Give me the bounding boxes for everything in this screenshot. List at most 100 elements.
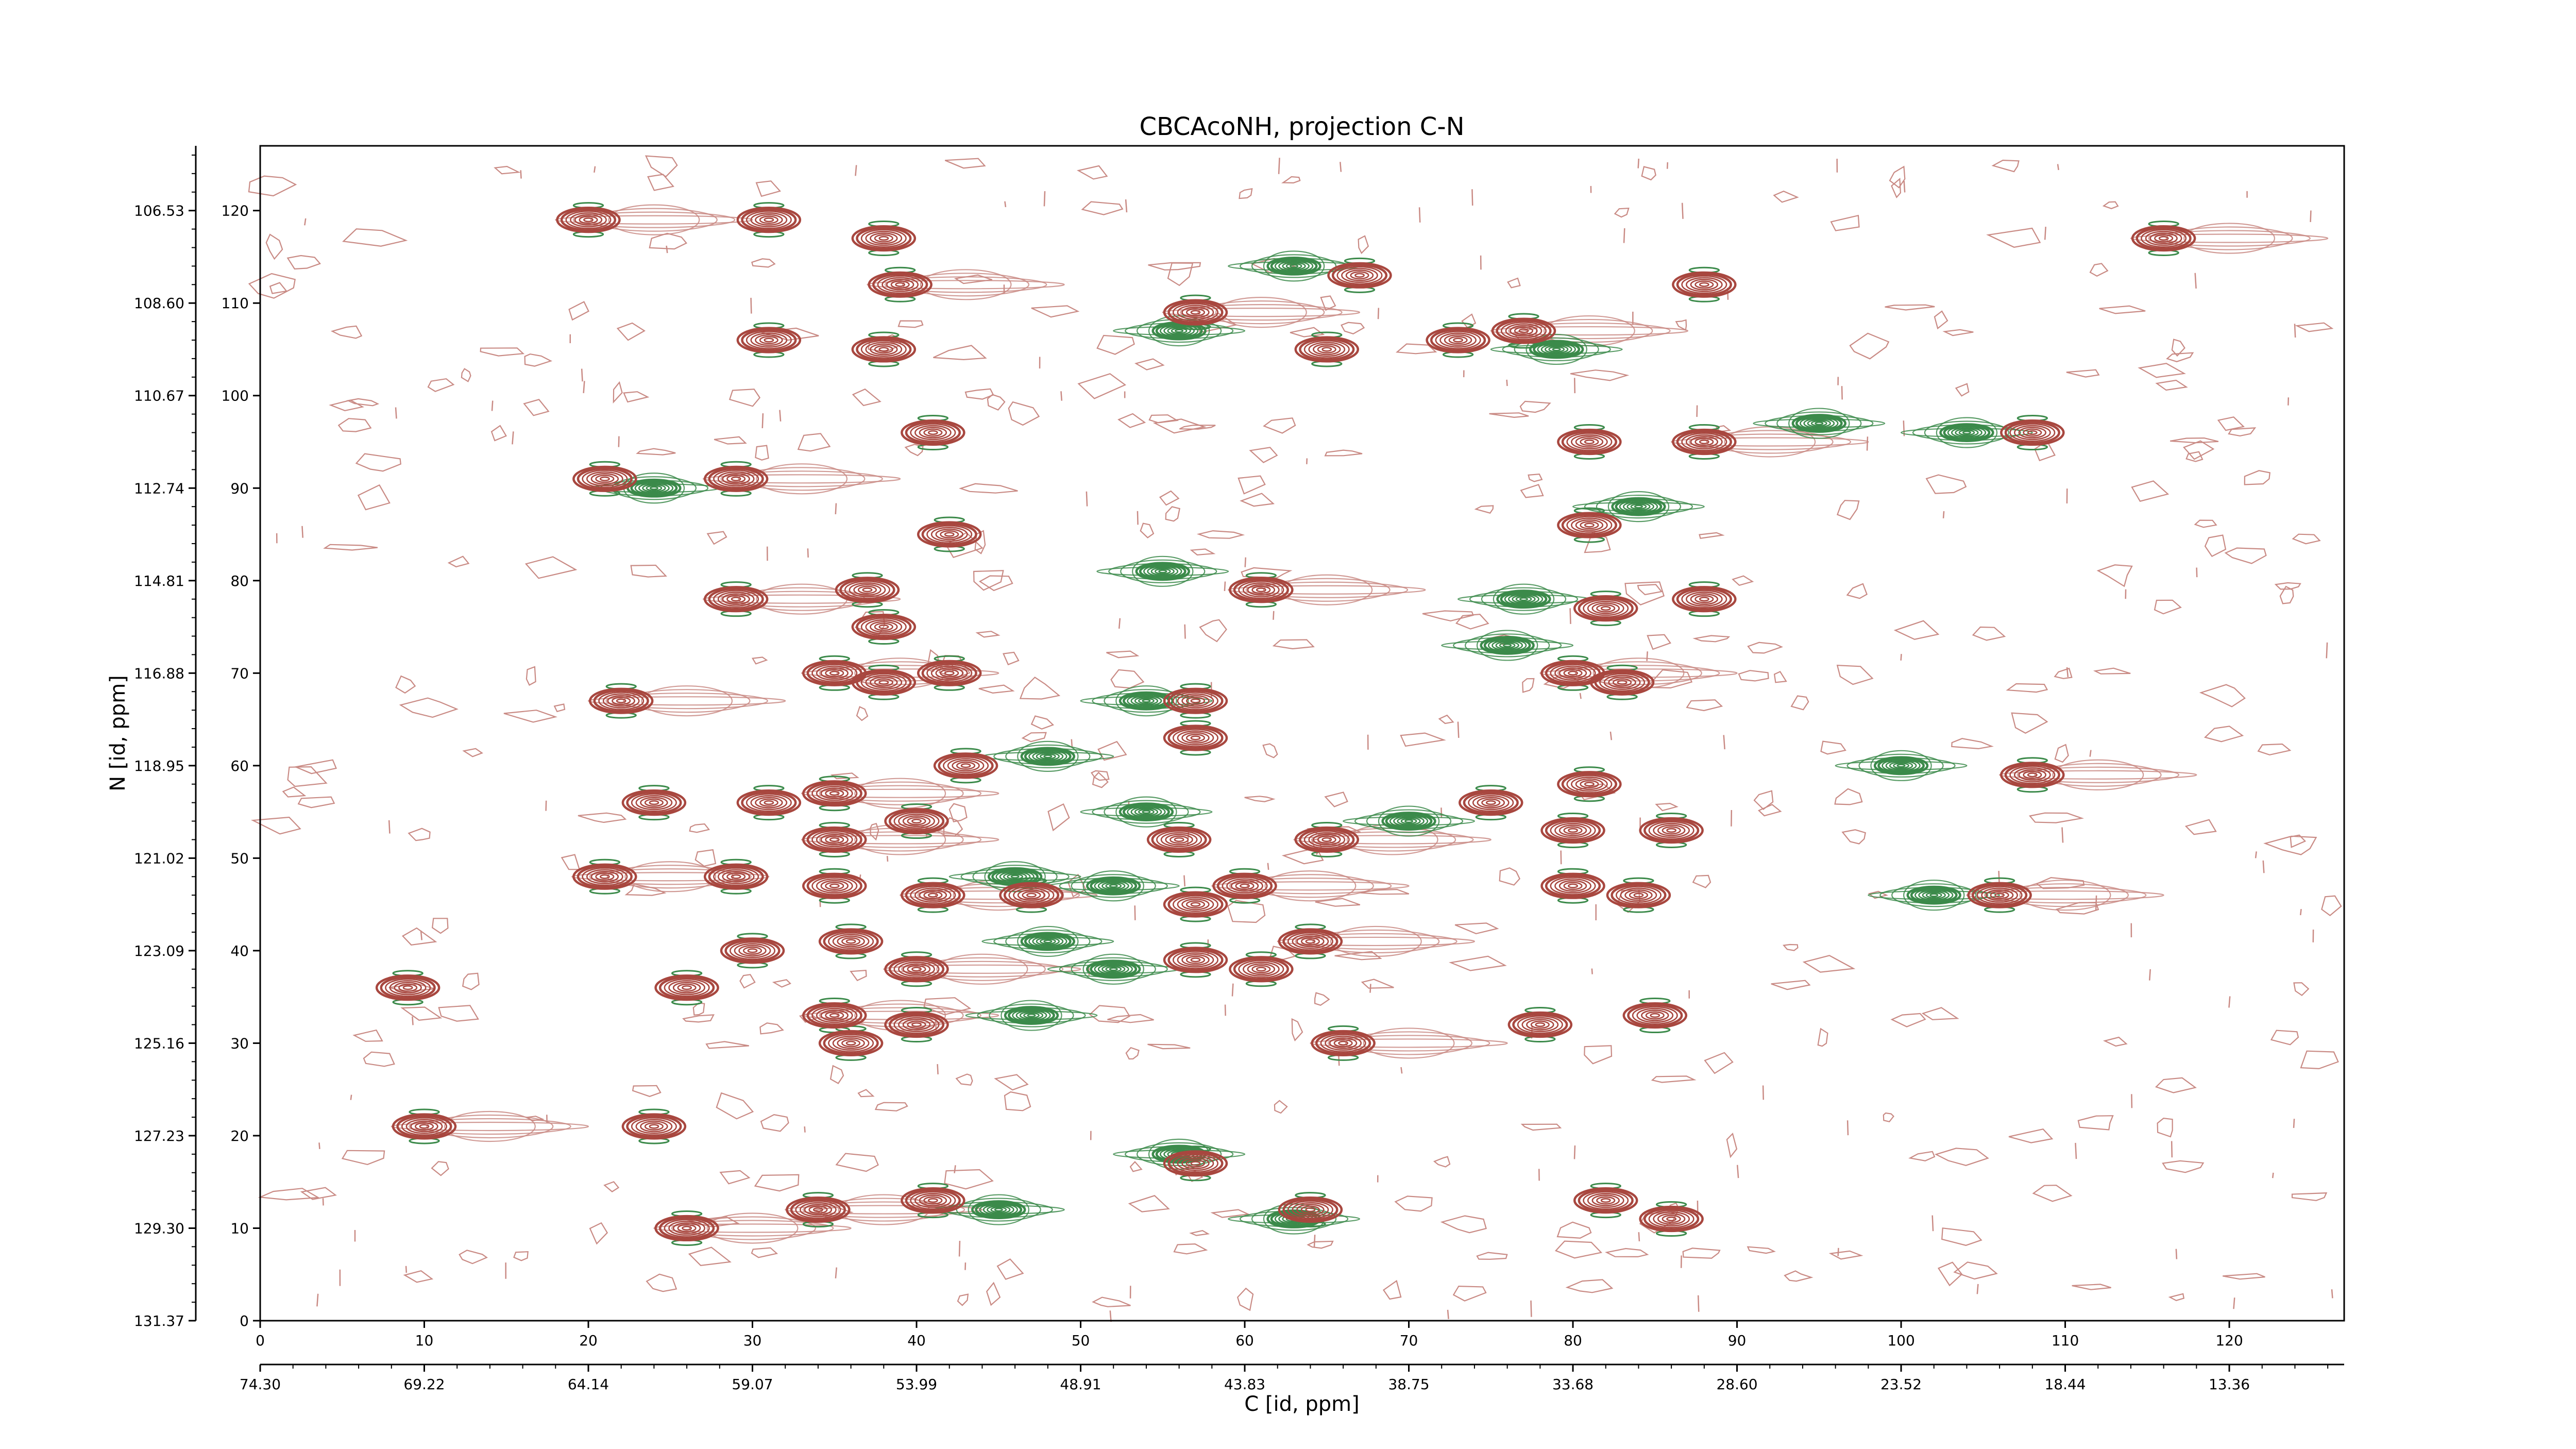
peak-contour-level — [1086, 959, 1141, 979]
peak-contour-level — [750, 332, 788, 348]
noise-contour — [1361, 979, 1394, 989]
ridge-contour — [1197, 300, 1325, 325]
noise-contour — [1291, 1018, 1303, 1041]
peak-contour-level — [764, 217, 774, 223]
peak-contour-level — [579, 215, 598, 224]
peak-contour-level — [1558, 880, 1587, 892]
peak-contour-level — [1662, 1215, 1681, 1223]
noise-contour — [2300, 1050, 2339, 1070]
ridge-contour — [1870, 750, 1932, 781]
peak-contour-level — [1167, 300, 1224, 324]
noise-contour — [1738, 670, 1769, 682]
peak-contour-level — [979, 1203, 1018, 1217]
peak-contour-level — [1526, 1019, 1554, 1031]
peak-contour-level — [1185, 734, 1206, 742]
peak-contour-level — [1575, 436, 1604, 448]
x-index-tick-label: 60 — [1235, 1332, 1254, 1349]
peak-contour-level — [1233, 578, 1289, 601]
y-ppm-tick-label: 114.81 — [134, 572, 184, 589]
ridge-contour — [2052, 759, 2144, 790]
ridge-contour — [785, 1205, 983, 1215]
peak-contour-level — [635, 1119, 673, 1134]
peak-contour-level — [1650, 1013, 1660, 1018]
positive-peak — [1229, 577, 1294, 603]
noise-contour — [1189, 1230, 1210, 1236]
noise-contour — [357, 484, 391, 511]
noise-contour — [2057, 164, 2059, 171]
noise-contour — [1846, 583, 1868, 599]
noise-contour — [2204, 534, 2227, 558]
peak-contour-level — [1624, 889, 1653, 901]
peak-contour-level — [729, 941, 776, 960]
noise-contour — [1004, 201, 1007, 208]
peak-contour-level — [886, 278, 914, 291]
noise-contour — [2279, 585, 2294, 604]
peak-contour-level — [593, 689, 649, 713]
peak-contour-level — [1507, 1011, 1573, 1038]
peak-contour-level — [1694, 595, 1714, 603]
noise-contour — [886, 855, 889, 862]
peak-contour-level — [658, 976, 715, 999]
positive-peak — [1146, 826, 1212, 853]
peak-contour-level — [745, 210, 792, 229]
peak-contour-level — [1327, 262, 1392, 289]
noise-contour — [248, 175, 297, 197]
noise-contour — [1891, 177, 1902, 198]
positive-peak — [786, 1196, 851, 1223]
noise-contour — [2099, 305, 2146, 314]
peak-contour-level — [829, 883, 840, 888]
peak-contour-level — [786, 1196, 851, 1223]
peak-contour-level — [874, 678, 893, 687]
peak-contour-level — [1143, 564, 1182, 578]
peak-contour-level — [1596, 604, 1616, 613]
ridge-contour — [1017, 740, 1079, 772]
peak-contour-level — [1550, 664, 1596, 683]
peak-contour-level — [1172, 895, 1218, 914]
peak-contour-level — [649, 1124, 659, 1129]
peak-contour-level — [1172, 1154, 1218, 1173]
positive-peak — [375, 974, 440, 1001]
y-ppm-tick-label: 116.88 — [134, 665, 184, 682]
peak-contour-level — [853, 584, 882, 596]
noise-contour — [830, 772, 859, 780]
peak-contour-level — [1571, 434, 1608, 450]
peak-contour-level — [1338, 1040, 1349, 1046]
ridge-contour — [1936, 417, 1998, 448]
noise-contour — [1447, 1309, 1449, 1319]
peak-contour-level — [1278, 1196, 1343, 1223]
ridge-contour — [1071, 957, 1156, 981]
peak-contour-level — [1163, 1150, 1228, 1177]
peak-contour-level — [919, 427, 947, 439]
x-index-tick-label: 40 — [907, 1332, 926, 1349]
peak-contour-level — [856, 338, 912, 361]
peak-contour-level — [1499, 642, 1516, 649]
peak-contour-level — [1603, 675, 1641, 690]
peak-contour-level — [1303, 340, 1350, 359]
ridge-contour — [1211, 881, 1410, 891]
peak-contour-level — [1028, 935, 1067, 948]
y-ppm-tick-label: 129.30 — [134, 1220, 184, 1237]
peak-contour-level — [1090, 878, 1138, 895]
noise-contour — [987, 394, 1006, 411]
ridge-contour — [706, 1212, 799, 1244]
noise-contour — [1941, 1227, 1982, 1246]
noise-contour — [2066, 369, 2100, 378]
peak-contour-level — [1299, 828, 1355, 851]
noise-contour — [1757, 804, 1782, 817]
noise-contour — [1238, 475, 1266, 495]
peak-contour-level — [1130, 806, 1162, 818]
peak-contour-level — [919, 1194, 947, 1206]
peak-contour-level — [1134, 807, 1159, 816]
noise-contour — [1106, 650, 1140, 659]
noise-contour — [1019, 676, 1061, 700]
x-ppm-tick-label: 33.68 — [1552, 1376, 1594, 1393]
noise-contour — [1726, 1132, 1738, 1158]
y-index-tick-label: 70 — [230, 665, 249, 682]
peak-contour-level — [806, 828, 862, 851]
ridge-contour — [1327, 1035, 1490, 1052]
peak-contour-level — [802, 872, 867, 899]
noise-contour — [250, 816, 301, 835]
ridge-contour — [2002, 883, 2129, 907]
peak-contour-level — [982, 1204, 1014, 1216]
noise-contour — [2157, 1117, 2173, 1138]
